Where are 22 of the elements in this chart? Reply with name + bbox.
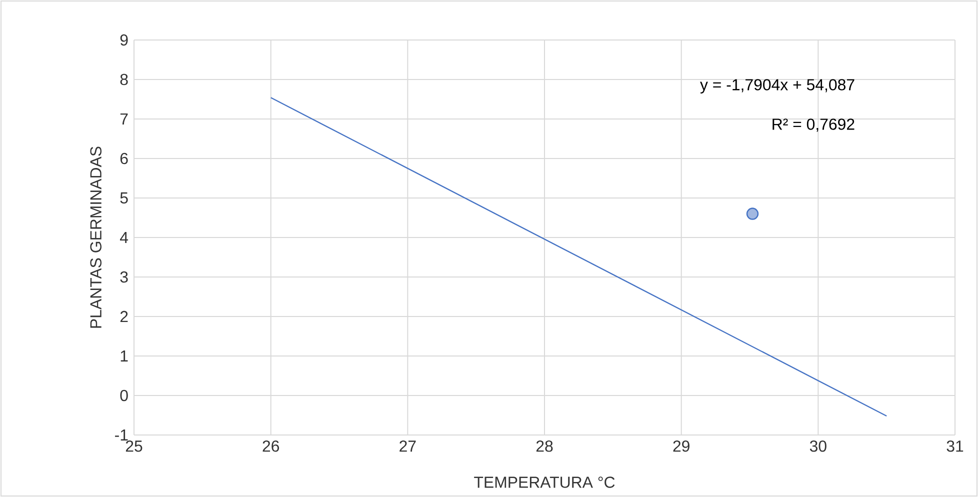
x-tick-label: 30: [810, 440, 826, 452]
x-tick-label: 29: [673, 440, 690, 452]
y-tick-label: 1: [120, 350, 128, 362]
x-tick-label: 25: [126, 440, 142, 452]
x-tick-label: 26: [262, 440, 279, 452]
y-tick-label: 0: [120, 390, 128, 402]
y-tick-label: 7: [120, 113, 128, 124]
y-tick-label: 6: [120, 152, 128, 164]
annotation: R² = 0,7692: [772, 118, 854, 132]
x-tick-label: 27: [400, 440, 416, 452]
y-tick-label: 4: [120, 232, 128, 243]
y-tick-label: 9: [120, 34, 128, 46]
annotation: y = -1,7904x + 54,087: [700, 79, 854, 94]
y-tick-label: 8: [120, 74, 128, 86]
y-tick-label: -1: [115, 430, 128, 440]
y-tick-label: 5: [120, 192, 128, 204]
y-axis-title: PLANTAS GERMINADAS: [90, 146, 102, 328]
y-tick-label: 3: [120, 271, 128, 283]
y-tick-label: 2: [120, 310, 128, 322]
x-tick-label: 31: [946, 440, 964, 452]
x-axis-title: TEMPERATURA °C: [474, 476, 615, 488]
x-tick-label: 28: [536, 440, 553, 452]
